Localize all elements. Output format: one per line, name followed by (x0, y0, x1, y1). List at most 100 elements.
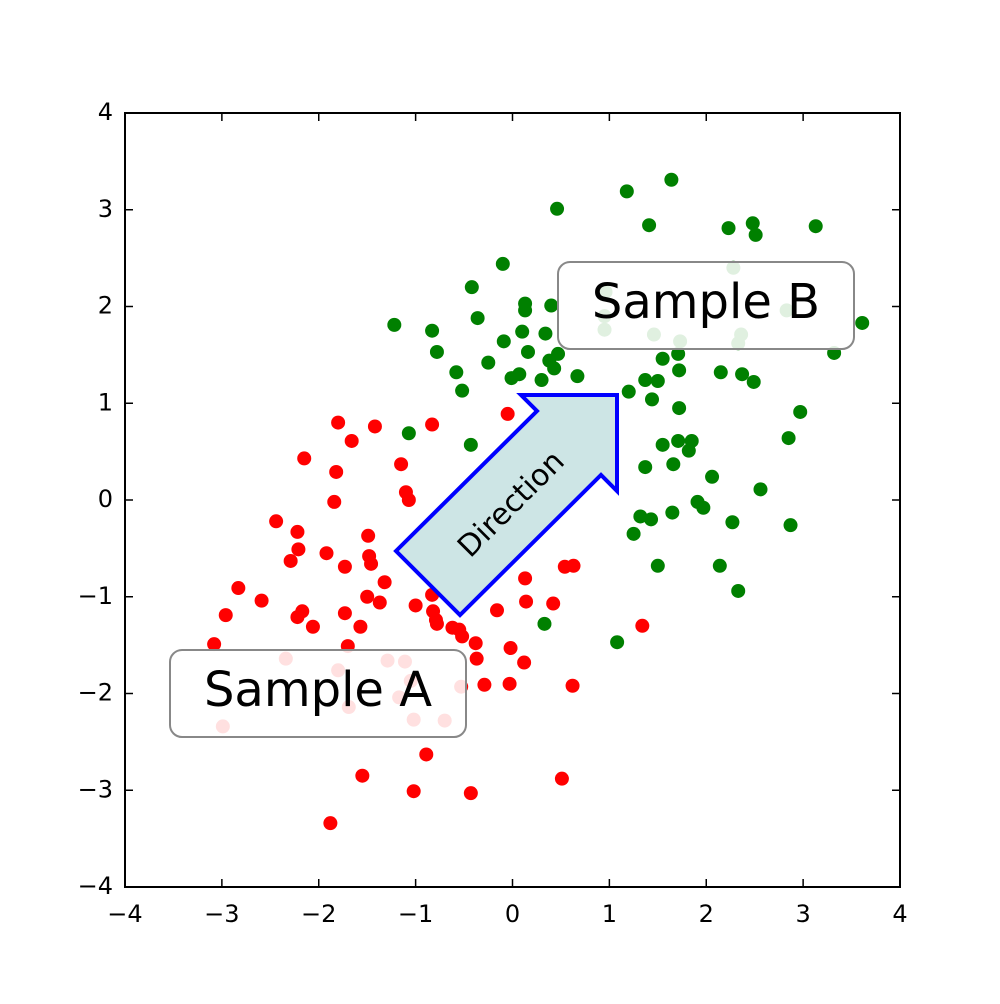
point (425, 323, 440, 338)
point (361, 528, 376, 543)
point (665, 505, 680, 520)
point (297, 451, 312, 466)
point (753, 482, 768, 497)
point (650, 373, 665, 388)
point (394, 457, 409, 472)
point (671, 346, 686, 361)
point (319, 546, 334, 561)
point (231, 581, 246, 596)
point (642, 218, 657, 233)
point (455, 629, 470, 644)
point (650, 558, 665, 573)
point (329, 464, 344, 479)
point (401, 426, 416, 441)
point (521, 344, 535, 359)
direction-arrow (393, 393, 619, 618)
point (705, 469, 720, 484)
point (290, 610, 305, 625)
point (745, 216, 760, 231)
point (464, 280, 479, 295)
point (793, 404, 808, 419)
x-tick-label: 3 (795, 900, 810, 928)
point (626, 526, 641, 541)
x-tick-label: −4 (107, 900, 142, 928)
point (696, 500, 711, 515)
point (327, 494, 342, 509)
point (408, 598, 423, 613)
y-tick-label: 3 (98, 195, 113, 223)
point (481, 355, 496, 370)
point (463, 437, 478, 452)
point (290, 524, 305, 539)
point (547, 361, 562, 376)
point (429, 344, 444, 359)
point (353, 619, 368, 634)
point (721, 221, 736, 236)
x-tick-label: 0 (505, 900, 520, 928)
point (429, 616, 444, 631)
point (565, 678, 580, 693)
point (502, 676, 517, 691)
point (635, 618, 650, 633)
point (331, 415, 346, 430)
point (207, 637, 222, 652)
annotation: Sample A (204, 662, 432, 718)
y-tick-label: −2 (78, 679, 113, 707)
point (469, 651, 484, 666)
point (387, 317, 402, 332)
point (323, 816, 338, 831)
point (644, 512, 659, 527)
x-tick-label: −3 (204, 900, 239, 928)
point (283, 553, 298, 568)
point (534, 373, 549, 388)
point (372, 595, 387, 610)
annotation-box (557, 261, 855, 350)
point (712, 558, 727, 573)
point (364, 556, 379, 571)
point (538, 326, 553, 341)
point (537, 616, 552, 631)
point (367, 419, 382, 434)
point (477, 677, 492, 692)
point (781, 431, 796, 446)
x-tick-label: −1 (398, 900, 433, 928)
point (377, 575, 392, 590)
point (664, 172, 679, 187)
point (655, 351, 670, 366)
point (449, 365, 464, 380)
y-tick-label: −3 (78, 775, 113, 803)
point (808, 219, 823, 234)
point (337, 606, 352, 621)
point (355, 768, 370, 783)
point (344, 433, 359, 448)
point (254, 593, 269, 608)
point (671, 433, 686, 448)
point (554, 771, 569, 786)
point (855, 315, 870, 330)
point (518, 571, 533, 586)
point (645, 392, 659, 407)
y-tick-label: 1 (98, 388, 113, 416)
point (419, 747, 434, 762)
x-tick-label: 2 (699, 900, 714, 928)
point (503, 641, 518, 656)
point (500, 406, 515, 421)
point (619, 184, 634, 199)
y-tick-label: 4 (98, 98, 113, 126)
point (496, 334, 511, 349)
point (504, 371, 519, 386)
point (360, 589, 375, 604)
point (455, 383, 470, 398)
point (519, 594, 534, 609)
point (546, 596, 561, 611)
point (468, 636, 483, 651)
point (517, 655, 532, 670)
point (681, 443, 696, 458)
point (305, 619, 320, 634)
point (470, 311, 485, 326)
point (672, 363, 687, 378)
point (401, 493, 416, 507)
point (610, 635, 625, 650)
point (550, 201, 565, 216)
